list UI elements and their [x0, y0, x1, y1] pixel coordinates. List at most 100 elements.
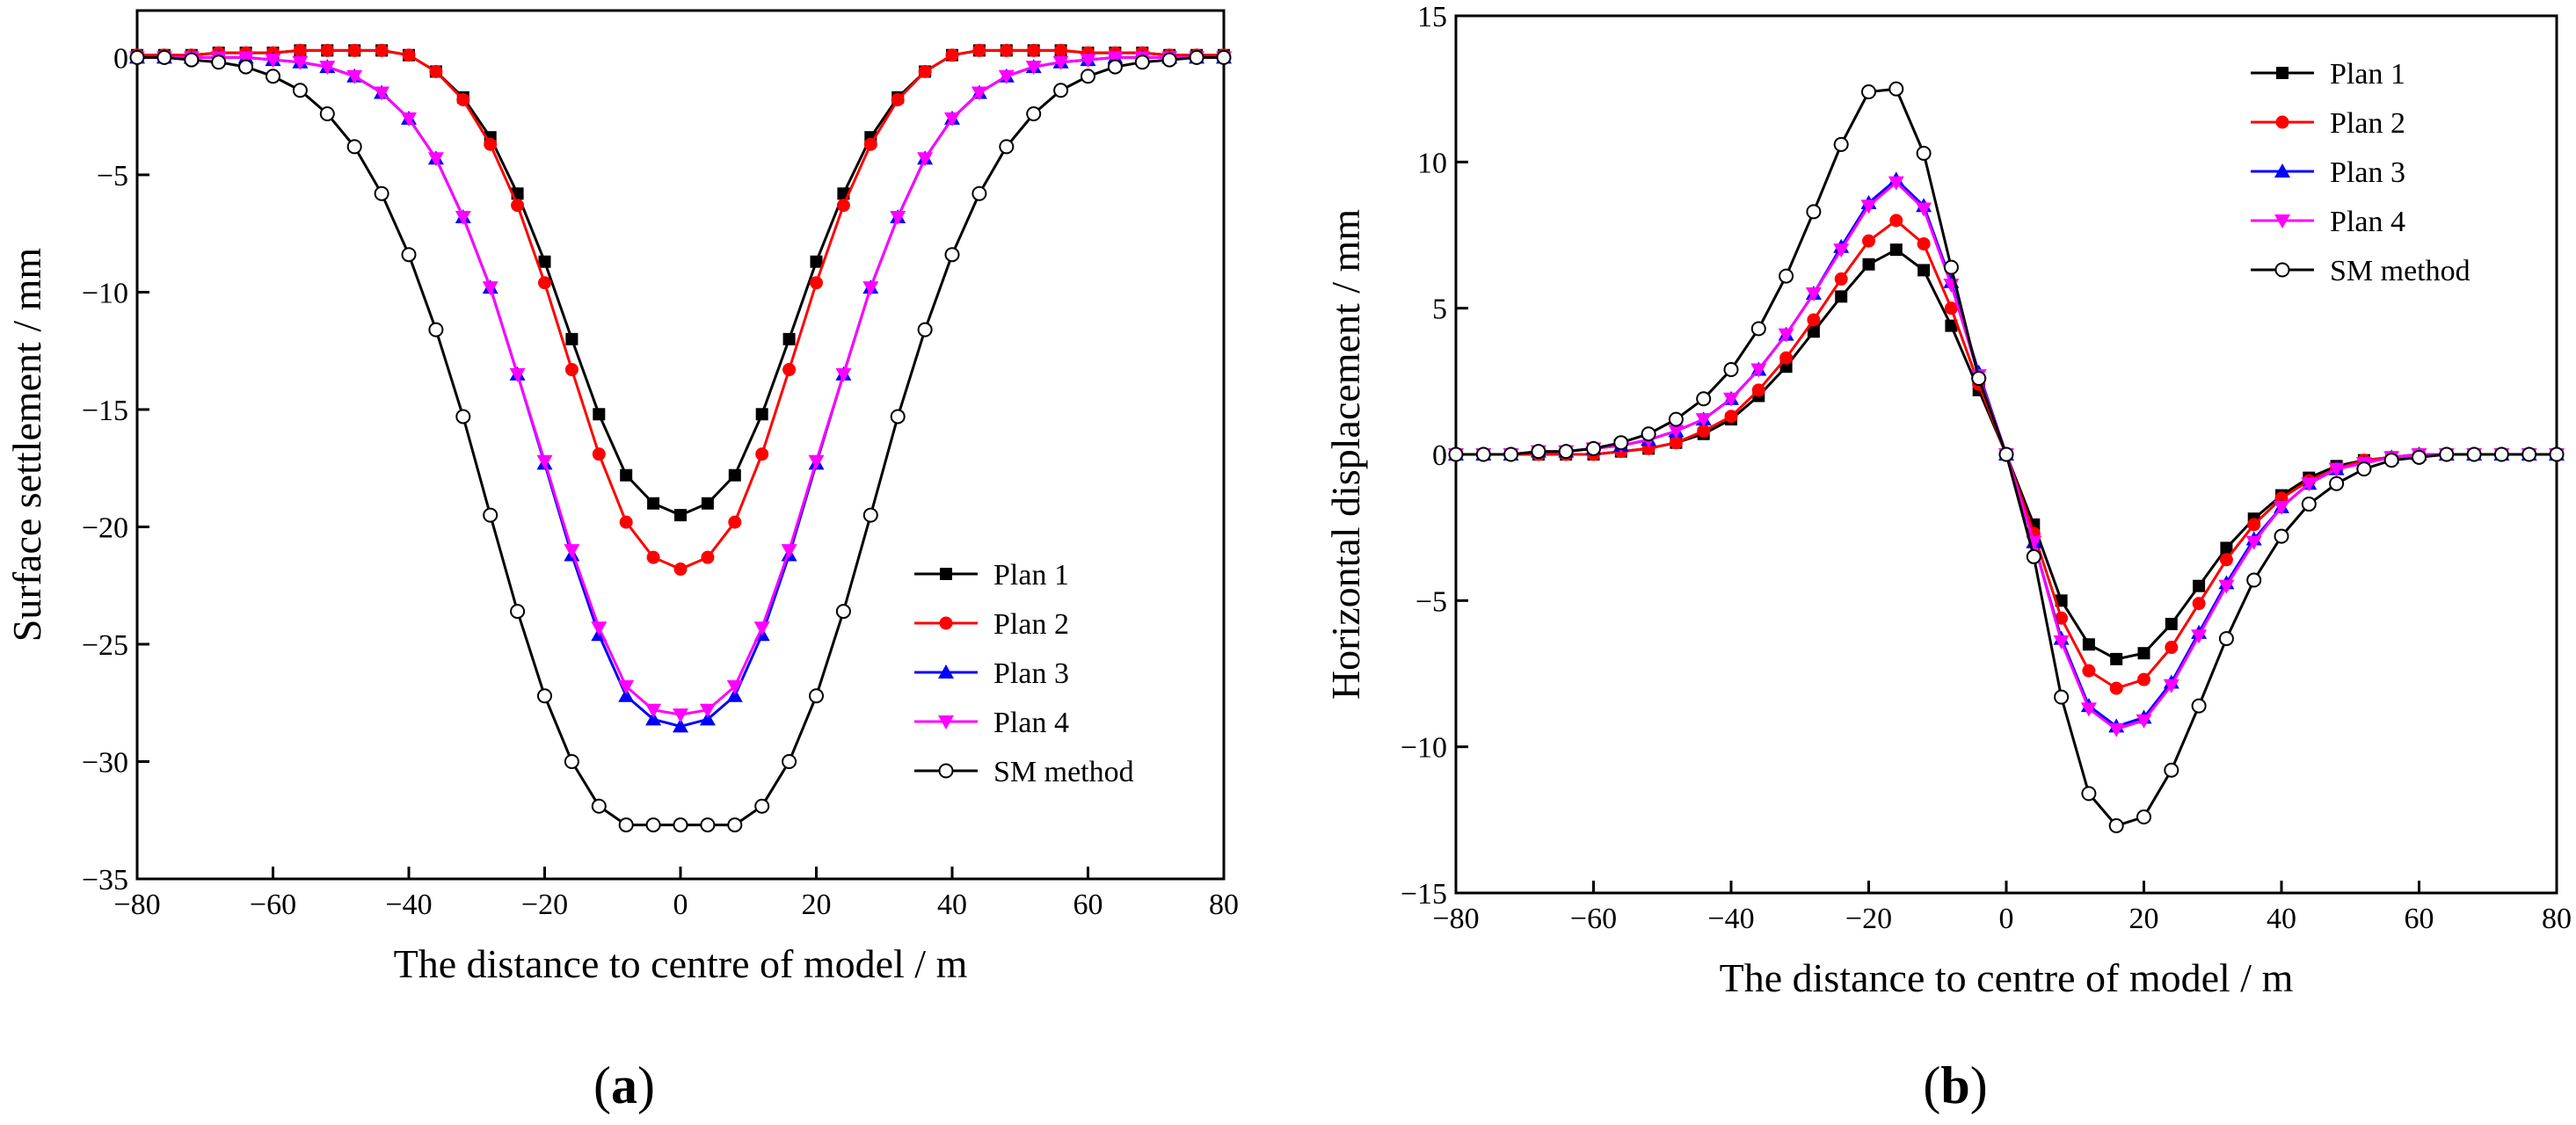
panel-b-data-point [1779, 268, 1794, 284]
panel-b-data-point [1971, 371, 1987, 387]
panel-a-series-2 [130, 43, 1231, 577]
panel-b-data-point [1531, 444, 1546, 460]
panel-a-data-point [755, 447, 769, 461]
panel-b-data-point [2026, 548, 2041, 564]
panel-a-data-point [699, 711, 716, 726]
panel-b-data-point [2192, 597, 2206, 611]
panel-a-data-point [891, 92, 905, 106]
panel-a-data-point [374, 185, 389, 201]
panel-a-data-point [320, 43, 334, 57]
panel-b-x-tick-label: 0 [1999, 903, 2014, 935]
panel-a-data-point [1107, 51, 1124, 66]
panel-a-data-point [701, 550, 715, 564]
panel-a-x-tick-label: 20 [802, 889, 832, 921]
panel-a-data-point [238, 59, 254, 75]
panel-a-data-point [593, 408, 606, 421]
panel-a-data-point [645, 817, 661, 833]
panel-a-series-line [137, 48, 1224, 517]
panel-b-legend-label: Plan 1 [2330, 58, 2405, 91]
panel-b-data-point [2109, 681, 2123, 695]
panel-b-data-point [1724, 410, 1738, 424]
panel-b-data-point [2412, 449, 2427, 465]
panel-b-label: (b) [1923, 1056, 1987, 1114]
panel-b-data-point [1806, 204, 1822, 220]
panel-a-x-tick-label: −80 [113, 889, 160, 921]
panel-a-data-point [1081, 69, 1095, 84]
panel-b-data-point [2082, 638, 2095, 651]
panel-b-data-point [1888, 81, 1904, 97]
panel-a-y-axis-title: Surface settlement / mm [4, 248, 49, 642]
panel-b-data-point [2191, 698, 2207, 714]
panel-b-data-point [2218, 579, 2235, 594]
panel-a-data-point [455, 409, 471, 425]
panel-a-y-tick-label: 0 [113, 42, 128, 75]
panel-b-data-point [2165, 641, 2179, 655]
panel-a-y-tick-label: −15 [82, 395, 128, 427]
panel-a-legend-label: SM method [993, 756, 1134, 788]
panel-b-data-point [1723, 362, 1739, 378]
panel-a-data-point [483, 507, 498, 523]
panel-a-data-point [945, 48, 959, 62]
panel-b-legend-marker [2274, 214, 2290, 229]
panel-b-data-point [1751, 383, 1765, 397]
panel-b: −80 −60 −40 −20 0 20 40 60 80 15 10 5 0 −5 −10 −15 The d… [1323, 1, 2572, 1000]
panel-b-data-point [1888, 176, 1904, 191]
panel-b-series-5 [1448, 81, 2565, 833]
panel-a-data-point [944, 112, 960, 127]
panel-a-legend-label: Plan 4 [993, 707, 1069, 739]
panel-b-data-point [1695, 413, 1712, 428]
panel-b-data-point [1833, 136, 1849, 152]
panel-a-data-point [782, 363, 797, 377]
panel-b-data-point [2193, 579, 2206, 592]
panel-a-data-point [184, 52, 200, 68]
panel-a-data-point [374, 86, 390, 101]
panel-a-data-point [618, 680, 635, 695]
panel-a-data-point [237, 51, 254, 66]
panel-a-data-point [699, 703, 716, 718]
panel-b-data-point [1835, 290, 1848, 303]
panel-b-data-point [2081, 786, 2097, 802]
panel-a-data-point [1053, 83, 1069, 98]
panel-b-legend-marker [2276, 67, 2289, 79]
panel-b-y-tick-label: 10 [1417, 147, 1447, 179]
panel-b-data-point [2110, 652, 2123, 665]
panel-b-data-point [2108, 817, 2124, 833]
panel-a-data-point [482, 281, 498, 296]
panel-a-data-point [917, 152, 934, 167]
panel-a-data-point [427, 152, 444, 167]
panel-a-data-point [726, 680, 743, 695]
panel-b-data-point [2301, 477, 2318, 492]
panel-a-data-point [810, 255, 823, 268]
panel-b-y-tick-label: 0 [1432, 439, 1447, 472]
panel-b-data-point [1697, 424, 1711, 438]
panel-a-legend-marker [938, 763, 954, 779]
panel-a-series-line [137, 48, 1224, 571]
panel-b-data-point [1833, 243, 1850, 258]
panel-a-y-tick-label: −35 [82, 864, 128, 896]
panel-b-data-point [2080, 702, 2097, 717]
panel-a-data-point [971, 86, 987, 101]
panel-b-data-point [2108, 722, 2125, 737]
panel-b-data-point [1862, 258, 1875, 271]
panel-a-data-point [836, 199, 850, 213]
panel-a-data-point [455, 210, 471, 225]
panel-a-x-tick-label: 60 [1073, 889, 1103, 921]
panel-b-data-point [2165, 617, 2178, 630]
panel-b-data-point [1917, 236, 1931, 250]
panel-a-data-point [700, 817, 716, 833]
panel-b-data-point [2164, 762, 2179, 778]
panel-b-data-point [1805, 287, 1822, 302]
panel-b-data-point [1558, 444, 1574, 460]
panel-b-data-point [1916, 145, 1932, 161]
panel-b-data-point [1613, 435, 1629, 451]
panel-a-data-point [292, 55, 309, 70]
panel-a-data-point [781, 544, 797, 559]
panel-a-data-point [673, 817, 688, 833]
panel-a-data-point [401, 112, 417, 127]
panel-a-data-point [782, 753, 797, 769]
panel-b-data-point [2274, 500, 2289, 515]
panel-b-legend: Plan 1 Plan 2 Plan 3 Plan 4 SM method [2251, 58, 2470, 287]
panel-a-data-point [1054, 43, 1068, 57]
panel-a-data-point [538, 276, 551, 290]
panel-b-legend-marker [2274, 262, 2290, 278]
